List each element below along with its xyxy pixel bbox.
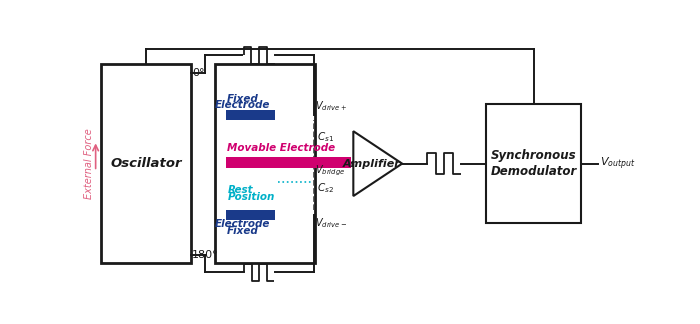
- Text: $C_{s2}$: $C_{s2}$: [317, 182, 334, 195]
- Text: $V_{output}$: $V_{output}$: [600, 156, 636, 172]
- Bar: [486, 104, 581, 224]
- Text: Amplifier: Amplifier: [343, 159, 400, 168]
- Text: Electrode: Electrode: [215, 219, 271, 229]
- Text: Fixed: Fixed: [227, 94, 259, 103]
- Text: Demodulator: Demodulator: [491, 165, 577, 178]
- Text: Rest: Rest: [228, 185, 253, 195]
- Text: Movable Electrode: Movable Electrode: [228, 143, 335, 153]
- Text: 180°: 180°: [192, 250, 218, 260]
- Bar: [226, 157, 351, 168]
- Text: $V_{bridge}$: $V_{bridge}$: [315, 164, 346, 178]
- Text: External Force: External Force: [84, 128, 94, 199]
- Text: $V_{drive+}$: $V_{drive+}$: [315, 100, 347, 113]
- Text: Oscillator: Oscillator: [110, 157, 181, 170]
- Text: Electrode: Electrode: [215, 100, 271, 110]
- Text: $V_{drive-}$: $V_{drive-}$: [315, 216, 348, 230]
- Text: Position: Position: [228, 192, 275, 202]
- Bar: [215, 64, 315, 263]
- Bar: [226, 210, 274, 220]
- Bar: [101, 64, 190, 263]
- Bar: [226, 110, 274, 120]
- Text: Synchronous: Synchronous: [491, 149, 577, 162]
- Polygon shape: [354, 131, 402, 196]
- Text: 0°: 0°: [192, 68, 204, 77]
- Text: $C_{s1}$: $C_{s1}$: [317, 130, 334, 144]
- Text: Fixed: Fixed: [227, 226, 259, 236]
